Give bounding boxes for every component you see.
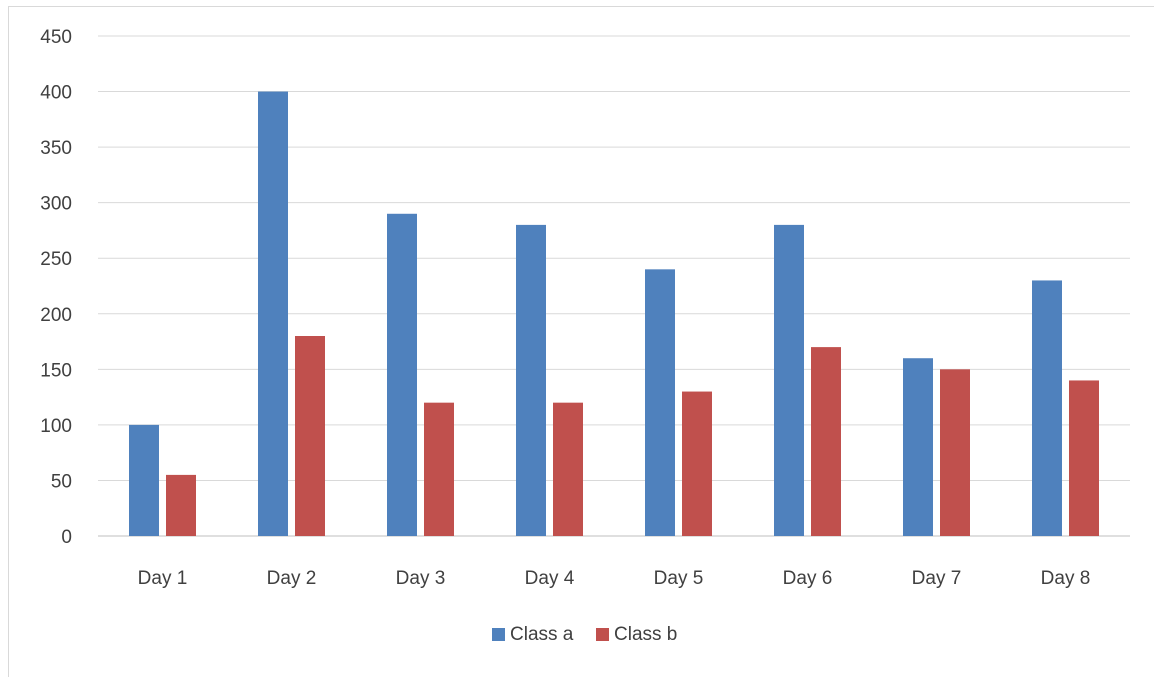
bar-class-b-day-4 — [553, 402, 583, 536]
legend-swatch-class-b — [596, 628, 609, 641]
legend: Class a Class b — [492, 624, 677, 645]
x-tick-label: Day 4 — [525, 568, 575, 589]
y-tick-label: 200 — [40, 305, 72, 326]
x-tick-label: Day 6 — [783, 568, 833, 589]
gridlines — [98, 35, 1130, 537]
chart-frame — [8, 6, 1154, 677]
bar-class-a-day-4 — [516, 224, 546, 536]
x-axis-ticks: Day 1 Day 2 Day 3 Day 4 Day 5 Day 6 Day 7 Day 8 — [138, 568, 1091, 589]
legend-swatch-class-a — [492, 628, 505, 641]
y-tick-label: 450 — [40, 27, 72, 48]
y-tick-label: 50 — [51, 471, 72, 492]
bar-class-b-day-8 — [1069, 380, 1099, 536]
y-tick-label: 300 — [40, 194, 72, 215]
y-tick-label: 400 — [40, 83, 72, 104]
bar-class-a-day-5 — [645, 269, 675, 536]
bar-class-b-day-5 — [682, 391, 712, 536]
bar-class-b-day-3 — [424, 402, 454, 536]
bar-class-a-day-2 — [258, 91, 288, 537]
bar-class-a-day-7 — [903, 358, 933, 536]
bar-class-a-day-3 — [387, 213, 417, 536]
x-tick-label: Day 8 — [1041, 568, 1091, 589]
legend-label-class-b: Class b — [614, 624, 677, 645]
bar-class-a-day-8 — [1032, 280, 1062, 536]
bar-class-b-day-1 — [166, 474, 196, 536]
y-tick-label: 250 — [40, 249, 72, 270]
bar-class-a-day-6 — [774, 224, 804, 536]
bar-class-b-day-7 — [940, 369, 970, 536]
bars — [129, 91, 1099, 537]
y-axis-ticks: 0 50 100 150 200 250 300 350 400 450 — [40, 27, 72, 548]
y-tick-label: 100 — [40, 416, 72, 437]
bar-class-a-day-1 — [129, 424, 159, 536]
y-tick-label: 0 — [61, 527, 72, 548]
bar-class-b-day-6 — [811, 347, 841, 536]
x-tick-label: Day 1 — [138, 568, 188, 589]
legend-label-class-a: Class a — [510, 624, 574, 645]
x-tick-label: Day 3 — [396, 568, 446, 589]
y-tick-label: 350 — [40, 138, 72, 159]
x-tick-label: Day 2 — [267, 568, 317, 589]
x-tick-label: Day 7 — [912, 568, 962, 589]
bar-class-b-day-2 — [295, 336, 325, 536]
x-tick-label: Day 5 — [654, 568, 704, 589]
y-tick-label: 150 — [40, 360, 72, 381]
